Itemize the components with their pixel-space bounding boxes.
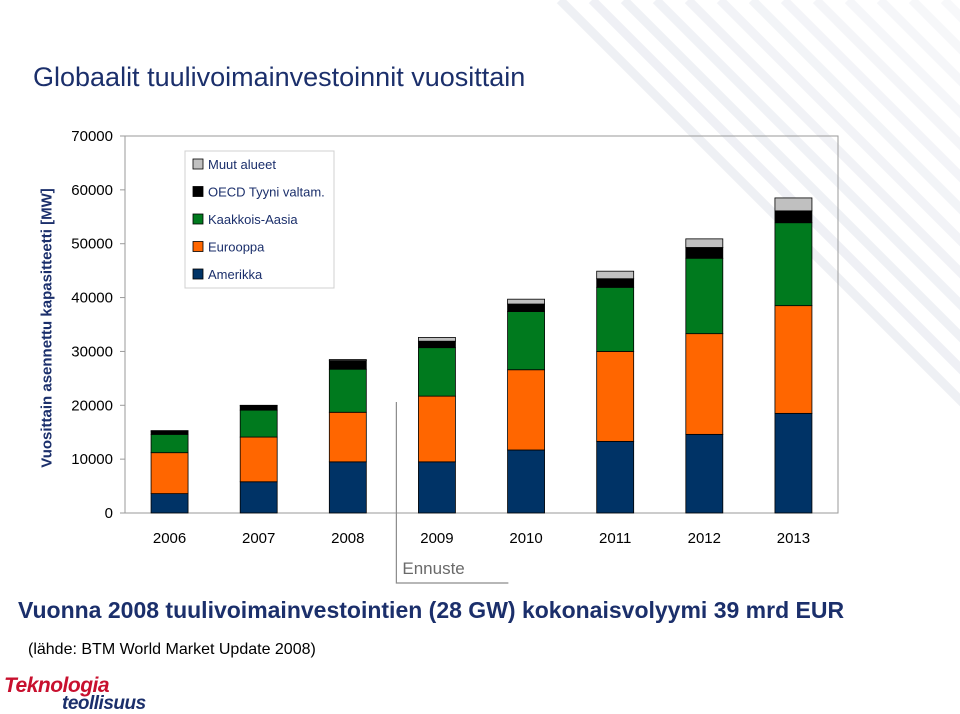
bar-segment-oecd-tyyni-valtam--2009 [418,340,456,349]
y-tick-label: 20000 [71,397,113,414]
bar-segment-amerikka-2009 [418,461,456,514]
bar-segment-eurooppa-2011 [596,351,635,442]
bar-segment-oecd-tyyni-valtam--2012 [685,247,724,259]
x-tick-label: 2010 [509,530,542,547]
background-stripe [716,0,960,247]
bar-segment-oecd-tyyni-valtam--2007 [239,405,278,411]
legend-label: Amerikka [208,267,263,282]
y-tick-label: 30000 [71,343,113,360]
page-title: Globaalit tuulivoimainvestoinnit vuositt… [33,62,526,92]
bar-segment-muut-alueet-2011 [596,270,635,280]
bar-segment-oecd-tyyni-valtam--2010 [507,303,545,312]
x-tick-label: 2006 [153,530,186,547]
bar-segment-amerikka-2013 [774,412,813,514]
bar-segment-kaakkois-aasia-2006 [150,433,189,454]
bar-segment-eurooppa-2013 [774,305,813,414]
background-stripe [684,0,960,279]
logo-line-1: Teknologia [4,674,110,697]
summary-text: Vuonna 2008 tuulivoimainvestointien (28 … [18,597,845,623]
bar-segment-amerikka-2007 [239,481,278,514]
source-text: (lähde: BTM World Market Update 2008) [28,641,316,658]
legend-label: OECD Tyyni valtam. [208,185,325,200]
x-tick-label: 2008 [331,530,364,547]
x-tick-label: 2013 [777,530,810,547]
legend-swatch [192,241,204,252]
background-stripe [652,0,960,311]
legend-swatch [192,158,204,170]
y-tick-label: 70000 [71,128,113,145]
bar-segment-oecd-tyyni-valtam--2011 [596,278,635,288]
stacked-bar-chart: 0 10000 20000 30000 40000 50000 60000 70000 2006… [71,128,839,584]
bar-segment-kaakkois-aasia-2010 [507,311,545,371]
bar-segment-kaakkois-aasia-2011 [596,286,635,352]
bar-segment-kaakkois-aasia-2007 [239,409,278,438]
bar-segment-muut-alueet-2009 [418,337,456,342]
x-tick-label: 2012 [688,530,721,547]
bar-segment-amerikka-2008 [328,461,367,514]
bar-segment-amerikka-2006 [150,493,189,514]
bar-segment-muut-alueet-2013 [774,197,813,212]
bar-segment-kaakkois-aasia-2009 [418,347,456,397]
x-tick-label: 2011 [599,530,631,547]
bar-segment-kaakkois-aasia-2013 [774,222,813,307]
background-stripe [620,0,960,343]
x-tick-label: 2009 [420,530,453,547]
y-tick-label: 60000 [71,182,113,199]
bar-segment-amerikka-2011 [596,440,635,514]
bar-segment-eurooppa-2006 [150,452,189,495]
y-tick-label: 50000 [71,236,113,253]
legend-label: Kaakkois-Aasia [208,212,298,227]
logo-line-2: teollisuus [62,693,146,714]
forecast-label: Ennuste [402,559,464,578]
bar-segment-oecd-tyyni-valtam--2013 [774,210,813,224]
y-tick-label: 0 [105,505,113,522]
bar-segment-amerikka-2012 [685,433,724,514]
bar-segment-muut-alueet-2008 [328,359,367,361]
teknologiateollisuus-logo: Teknologia teollisuus [4,675,146,713]
y-tick-label: 40000 [71,290,113,307]
legend-swatch [192,268,204,280]
y-tick-label: 10000 [71,451,113,468]
legend-label: Muut alueet [208,157,276,172]
bar-segment-oecd-tyyni-valtam--2006 [150,430,189,435]
bar-segment-oecd-tyyni-valtam--2008 [328,360,367,370]
bar-segment-kaakkois-aasia-2008 [328,368,367,413]
plot-frame [124,135,839,514]
background-stripe [812,0,960,151]
background-stripe [780,0,960,183]
legend-label: Eurooppa [208,240,265,255]
legend-box [184,150,335,289]
x-tick-label: 2007 [242,530,275,547]
bar-segment-muut-alueet-2010 [507,298,545,305]
legend: Muut alueet OECD Tyyni valtam. Kaakkois-Aa… [184,150,335,289]
background-stripe [844,0,960,119]
legend-swatch [192,186,204,197]
legend-swatch [192,213,204,225]
bar-segment-eurooppa-2009 [418,395,456,463]
bar-segment-eurooppa-2012 [685,333,724,435]
background-stripe [876,0,960,87]
bar-segment-muut-alueet-2006 [150,430,189,432]
bar-segment-amerikka-2010 [507,449,545,514]
background-stripe [556,0,960,407]
bar-segment-kaakkois-aasia-2012 [685,257,724,335]
background-stripe [748,0,960,215]
bar-segment-muut-alueet-2012 [685,238,724,248]
bar-segment-muut-alueet-2007 [239,404,278,407]
forecast-bracket [395,402,509,584]
bar-segment-eurooppa-2010 [507,369,545,451]
bar-segment-eurooppa-2007 [239,436,278,483]
bar-segment-eurooppa-2008 [328,411,367,463]
